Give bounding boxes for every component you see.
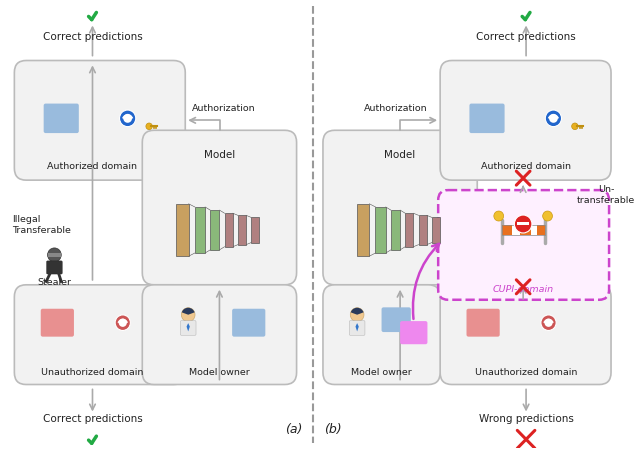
Text: Authorization: Authorization (364, 104, 428, 113)
Circle shape (515, 215, 532, 233)
FancyBboxPatch shape (467, 309, 500, 337)
FancyBboxPatch shape (14, 285, 185, 384)
Text: Un-
transferable: Un- transferable (577, 185, 636, 205)
Text: Model owner: Model owner (351, 368, 412, 377)
Text: Model owner: Model owner (189, 368, 250, 377)
Wedge shape (122, 114, 133, 120)
Circle shape (146, 123, 152, 130)
Circle shape (572, 123, 578, 130)
Text: Unauthorized domain: Unauthorized domain (475, 368, 577, 377)
Circle shape (543, 211, 552, 221)
FancyBboxPatch shape (323, 285, 440, 384)
Circle shape (124, 114, 132, 123)
Circle shape (494, 211, 504, 221)
Text: Authorized domain: Authorized domain (47, 162, 138, 171)
Wedge shape (351, 308, 364, 315)
FancyBboxPatch shape (440, 285, 611, 384)
Text: Correct predictions: Correct predictions (476, 31, 576, 42)
Wedge shape (548, 114, 559, 120)
Circle shape (545, 110, 561, 127)
FancyBboxPatch shape (469, 104, 504, 133)
FancyBboxPatch shape (44, 104, 79, 133)
Circle shape (549, 114, 558, 123)
FancyBboxPatch shape (142, 285, 296, 384)
FancyBboxPatch shape (323, 130, 477, 285)
Text: Correct predictions: Correct predictions (43, 31, 142, 42)
FancyBboxPatch shape (14, 61, 185, 180)
FancyBboxPatch shape (180, 321, 196, 335)
Bar (252, 217, 259, 242)
FancyBboxPatch shape (400, 321, 428, 344)
Bar (513, 225, 520, 235)
Text: CUPI-domain: CUPI-domain (493, 285, 554, 294)
Wedge shape (182, 308, 195, 315)
Text: Model: Model (204, 150, 235, 160)
Bar (405, 213, 413, 247)
Bar (47, 253, 61, 257)
Text: Wrong predictions: Wrong predictions (479, 414, 573, 424)
Bar (391, 210, 400, 250)
Wedge shape (543, 319, 554, 325)
Bar (177, 204, 189, 256)
Text: Model: Model (385, 150, 416, 160)
Bar (419, 216, 427, 245)
Circle shape (47, 248, 61, 262)
Bar (502, 225, 545, 235)
Bar (357, 204, 369, 256)
Polygon shape (186, 323, 190, 331)
Bar (432, 217, 440, 242)
Text: Authorization: Authorization (191, 104, 255, 113)
Text: (b): (b) (324, 423, 342, 436)
Text: Unauthorized domain: Unauthorized domain (42, 368, 143, 377)
Bar (520, 225, 531, 235)
Circle shape (350, 308, 364, 321)
Polygon shape (355, 323, 359, 331)
Text: Correct predictions: Correct predictions (43, 414, 142, 424)
FancyBboxPatch shape (47, 261, 62, 274)
Bar (210, 210, 220, 250)
Circle shape (545, 318, 552, 327)
FancyBboxPatch shape (232, 309, 266, 337)
Bar (195, 207, 205, 253)
Bar (517, 222, 529, 225)
Bar (238, 216, 246, 245)
Circle shape (541, 315, 556, 330)
Bar (537, 225, 545, 235)
Circle shape (115, 315, 131, 330)
FancyBboxPatch shape (438, 190, 609, 300)
Bar (502, 225, 513, 235)
Bar (531, 225, 537, 235)
Text: Authorized domain: Authorized domain (481, 162, 571, 171)
Circle shape (181, 308, 195, 321)
Circle shape (118, 318, 127, 327)
FancyBboxPatch shape (142, 130, 296, 285)
Wedge shape (118, 319, 128, 325)
FancyBboxPatch shape (349, 321, 365, 335)
FancyBboxPatch shape (381, 308, 411, 332)
FancyBboxPatch shape (440, 61, 611, 180)
Bar (225, 213, 233, 247)
FancyBboxPatch shape (41, 309, 74, 337)
Text: Stealer: Stealer (37, 278, 72, 287)
Text: Illegal
Transferable: Illegal Transferable (12, 216, 71, 235)
Text: (a): (a) (285, 423, 302, 436)
Bar (376, 207, 386, 253)
Circle shape (120, 110, 136, 127)
